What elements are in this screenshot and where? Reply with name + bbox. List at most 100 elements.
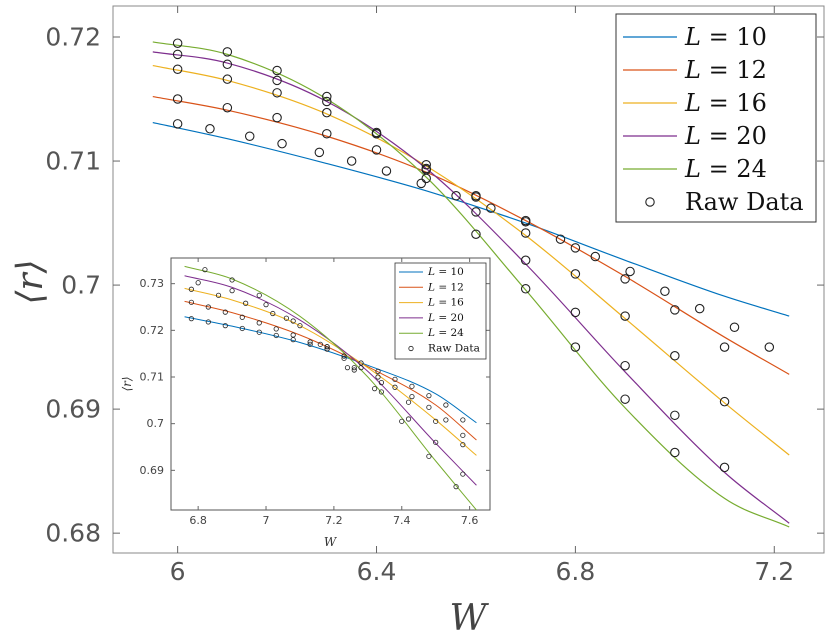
inset-raw-point-L10 xyxy=(460,417,466,423)
inset-raw-point-L20 xyxy=(378,389,385,395)
inset-raw-point-L20 xyxy=(324,344,330,350)
inset-raw-point-L20 xyxy=(433,439,439,445)
inset-fit-line-L20 xyxy=(184,275,477,486)
inset-raw-point-L24 xyxy=(426,453,432,459)
main-raw-point-L10 xyxy=(625,266,635,277)
main-raw-point-L10 xyxy=(451,191,461,201)
inset-raw-point-L20 xyxy=(351,367,357,373)
inset-x-tick-label: 7.4 xyxy=(393,514,411,527)
inset-raw-point-L20 xyxy=(195,280,201,286)
inset-raw-markers xyxy=(188,267,466,490)
inset-raw-point-L24 xyxy=(283,315,289,321)
main-raw-point-L16 xyxy=(272,88,282,98)
main-raw-point-L10 xyxy=(172,119,183,129)
main-raw-point-L16 xyxy=(570,269,581,279)
main-raw-point-L20 xyxy=(172,49,183,60)
main-raw-point-L12 xyxy=(322,129,332,139)
main-raw-point-L20 xyxy=(322,96,332,107)
main-legend: L = 10 L = 12 L = 16 L = 20 L = 24 Raw Data xyxy=(615,13,817,223)
main-raw-point-L10 xyxy=(314,147,325,158)
inset-x-tick-label: 7.2 xyxy=(325,514,343,527)
main-raw-point-L24 xyxy=(222,47,233,57)
main-fit-line-L10 xyxy=(152,122,790,317)
main-raw-point-L20 xyxy=(719,462,730,473)
inset-raw-point-L10 xyxy=(392,376,398,382)
main-raw-point-L20 xyxy=(222,59,233,70)
main-raw-point-L10 xyxy=(205,124,215,134)
main-raw-point-L16 xyxy=(421,160,431,170)
inset-x-tick-label: 6.8 xyxy=(189,514,207,527)
inset-raw-point-L16 xyxy=(433,418,439,424)
inset-legend-label-L20: L = 20 xyxy=(427,312,464,324)
inset-x-axis-label: W xyxy=(324,535,338,549)
main-raw-point-L16 xyxy=(719,396,730,407)
main-raw-point-L10 xyxy=(346,156,357,166)
main-raw-point-L24 xyxy=(520,284,531,294)
main-raw-point-L10 xyxy=(660,286,670,297)
inset-raw-point-L10 xyxy=(426,393,432,399)
inset-fit-line-L10 xyxy=(184,316,477,424)
main-raw-point-L12 xyxy=(172,94,183,104)
inset-legend-label-L10: L = 10 xyxy=(427,266,464,278)
inset-tick-labels: 6.8 7 7.2 7.4 7.6 0.69 0.7 0.71 0.72 0.73 xyxy=(140,277,479,527)
inset-raw-point-L12 xyxy=(341,355,347,361)
main-raw-point-L16 xyxy=(471,192,481,202)
main-x-axis-label: W xyxy=(449,598,489,635)
inset-raw-point-L12 xyxy=(273,326,279,332)
inset-raw-point-L12 xyxy=(188,299,194,305)
inset-fit-curves xyxy=(184,265,477,511)
main-raw-point-L10 xyxy=(486,203,496,213)
main-fit-curves xyxy=(152,41,790,528)
main-raw-point-L24 xyxy=(670,447,680,458)
main-raw-point-L20 xyxy=(471,207,481,217)
main-raw-point-L12 xyxy=(222,102,233,113)
main-raw-point-L16 xyxy=(322,107,332,118)
inset-raw-point-L10 xyxy=(307,341,313,347)
main-legend-label-raw: Raw Data xyxy=(685,188,804,216)
main-raw-point-L10 xyxy=(729,322,740,333)
inset-raw-point-L12 xyxy=(205,304,211,310)
inset-raw-point-L10 xyxy=(239,325,245,332)
main-raw-point-L20 xyxy=(272,75,282,86)
main-raw-point-L10 xyxy=(590,251,601,262)
main-raw-point-L12 xyxy=(719,342,730,352)
inset-legend-box xyxy=(394,262,487,360)
inset-legend-label-L24: L = 24 xyxy=(427,327,464,339)
inset-raw-point-L16 xyxy=(297,323,303,329)
inset-raw-point-L24 xyxy=(202,267,208,273)
main-raw-point-L16 xyxy=(620,311,630,321)
main-y-tick-label: 0.69 xyxy=(45,395,101,424)
inset-y-tick-label: 0.69 xyxy=(140,464,165,477)
inset-raw-point-L12 xyxy=(239,314,245,320)
main-raw-point-L12 xyxy=(272,112,282,123)
main-y-tick-label: 0.72 xyxy=(45,23,101,52)
main-raw-point-L20 xyxy=(670,410,680,421)
inset-ticks xyxy=(171,258,490,510)
main-y-tick-label: 0.71 xyxy=(45,147,101,176)
main-raw-markers xyxy=(172,38,775,473)
main-fit-line-L20 xyxy=(152,51,790,524)
main-raw-point-L20 xyxy=(620,360,630,371)
main-raw-point-L24 xyxy=(570,342,581,352)
inset-raw-point-L10 xyxy=(443,402,449,408)
main-raw-point-L12 xyxy=(520,215,531,226)
inset-raw-point-L12 xyxy=(460,432,466,438)
inset-raw-point-L10 xyxy=(256,329,262,335)
inset-legend-label-L16: L = 16 xyxy=(427,297,464,309)
main-fit-line-L24 xyxy=(152,41,790,528)
inset-legend-label-raw: Raw Data xyxy=(428,343,480,355)
inset-y-tick-label: 0.71 xyxy=(140,371,165,384)
main-raw-point-L16 xyxy=(222,74,233,84)
main-raw-point-L24 xyxy=(620,394,630,404)
inset-raw-point-L10 xyxy=(341,353,347,359)
inset-raw-point-L10 xyxy=(188,316,194,322)
main-raw-point-L20 xyxy=(520,255,531,266)
inset-raw-point-L16 xyxy=(188,286,194,292)
inset-raw-point-L20 xyxy=(263,302,269,308)
main-raw-point-L24 xyxy=(172,38,183,48)
inset-y-tick-label: 0.73 xyxy=(140,277,165,290)
inset-raw-point-L12 xyxy=(392,384,398,390)
inset-raw-point-L12 xyxy=(358,365,364,371)
main-raw-point-L24 xyxy=(322,91,332,102)
main-raw-point-L24 xyxy=(471,229,481,239)
